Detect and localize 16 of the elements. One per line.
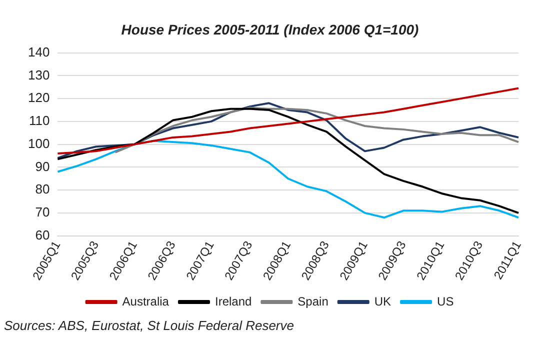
y-tick-label: 80 (35, 182, 50, 197)
legend-label: Ireland (214, 294, 252, 308)
y-tick-label: 140 (28, 44, 50, 60)
y-tick-label: 110 (28, 113, 50, 128)
legend-label: Spain (298, 294, 328, 308)
y-tick-label: 90 (35, 158, 50, 174)
legend-label: US (437, 294, 454, 308)
chart-title: House Prices 2005-2011 (Index 2006 Q1=100) (121, 21, 420, 38)
y-tick-label: 100 (28, 136, 50, 151)
y-tick-label: 130 (28, 67, 50, 82)
y-tick-label: 60 (35, 227, 50, 242)
legend-label: Australia (122, 294, 170, 308)
source-note: Sources: ABS, Eurostat, St Louis Federal Reserve (4, 318, 294, 333)
y-tick-label: 70 (35, 204, 50, 220)
legend-label: UK (374, 294, 392, 308)
y-tick-label: 120 (28, 90, 50, 106)
